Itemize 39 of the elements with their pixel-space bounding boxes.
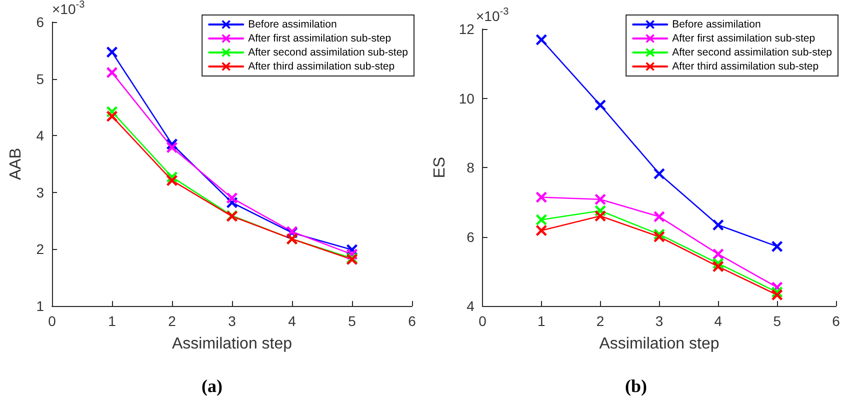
x-tick-label: 3 bbox=[228, 313, 236, 329]
legend-label: After third assimilation sub-step bbox=[248, 60, 395, 72]
x-axis-title: Assimilation step bbox=[172, 336, 292, 352]
x-tick-label: 6 bbox=[832, 313, 840, 329]
legend-label: After second assimilation sub-step bbox=[248, 46, 408, 58]
x-tick-label: 1 bbox=[537, 313, 546, 329]
x-tick-label: 4 bbox=[714, 313, 722, 329]
legend-label: Before assimilation bbox=[672, 18, 761, 30]
y-tick-label: 6 bbox=[36, 14, 44, 30]
y-tick-label: 3 bbox=[36, 184, 44, 200]
x-tick-label: 6 bbox=[408, 313, 416, 329]
x-axis-title: Assimilation step bbox=[599, 336, 720, 352]
y-tick-label: 1 bbox=[36, 298, 44, 314]
x-tick-label: 5 bbox=[348, 313, 356, 329]
y-axis-title: ES bbox=[432, 156, 448, 178]
x-tick-label: 0 bbox=[478, 313, 487, 329]
legend-label: After first assimilation sub-step bbox=[672, 32, 816, 44]
legend-label: After third assimilation sub-step bbox=[672, 60, 819, 72]
x-tick-label: 5 bbox=[773, 313, 782, 329]
y-tick-label: 8 bbox=[466, 160, 475, 176]
x-tick-label: 2 bbox=[596, 313, 604, 329]
text: (b) bbox=[625, 376, 648, 396]
legend-label: After first assimilation sub-step bbox=[248, 32, 392, 44]
y-tick-label: 4 bbox=[36, 128, 44, 144]
y-tick-label: 6 bbox=[466, 228, 475, 245]
y-tick-label: 2 bbox=[36, 241, 44, 258]
legend-label: Before assimilation bbox=[248, 18, 337, 30]
y-tick-label: 12 bbox=[458, 21, 475, 37]
text: (a) bbox=[202, 376, 223, 396]
y-tick-label: 10 bbox=[458, 90, 475, 106]
x-tick-label: 0 bbox=[48, 313, 56, 329]
y-tick-label: 5 bbox=[36, 70, 44, 87]
y-axis-title: AAB bbox=[8, 148, 24, 180]
y-tick-label: 4 bbox=[466, 298, 475, 314]
x-tick-label: 4 bbox=[288, 313, 296, 329]
x-tick-label: 1 bbox=[108, 313, 116, 329]
x-tick-label: 3 bbox=[655, 313, 664, 329]
x-tick-label: 2 bbox=[168, 313, 176, 329]
legend-label: After second assimilation sub-step bbox=[672, 46, 832, 58]
